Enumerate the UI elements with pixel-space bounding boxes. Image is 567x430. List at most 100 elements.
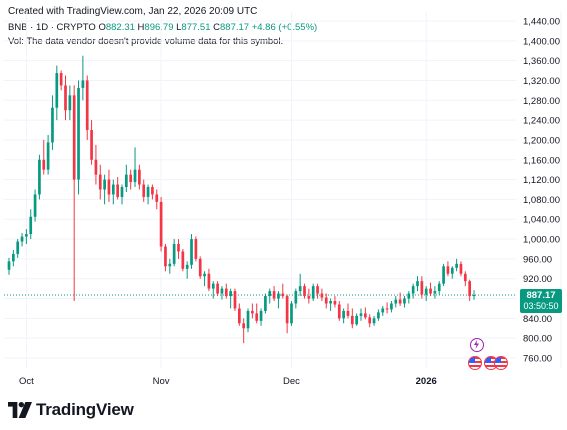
candle-body [190,239,193,265]
candle-body [468,281,472,297]
candle-body [472,294,476,297]
symbol-name[interactable]: BNB · 1D · CRYPTO [8,22,96,33]
candle-body [255,313,259,321]
candle-body [129,174,133,183]
ohlc-open-key: O [98,22,106,33]
bar-countdown: 03:50:50 [523,301,559,311]
candle-body [372,318,376,324]
candle-body [107,179,111,195]
candle-body [364,313,367,318]
candle-body [151,187,154,195]
ohlc-high-key: H [137,22,145,33]
candle-body [203,273,206,277]
candle-body [281,293,285,297]
candle-body [11,253,15,262]
y-tick-label: 960.00 [523,254,552,265]
candle-body [403,298,406,304]
candle-body [90,130,93,160]
candle-body [333,301,337,305]
candle-body [424,288,428,295]
candle-body [133,169,137,183]
lightning-icon[interactable] [470,338,484,352]
us-flag-icon[interactable] [468,356,482,370]
y-tick-label: 760.00 [523,354,552,365]
candle-body [381,308,385,313]
ohlc-change-value: +4.86 (+0.55%) [251,22,318,33]
candle-body [103,179,106,190]
candle-body [307,296,311,299]
candle-body [220,288,224,294]
candle-body [20,236,24,242]
last-price-label: 887.17 03:50:50 [520,289,562,313]
candle-body [450,267,454,274]
y-tick-label: 1,400.00 [523,36,560,47]
candle-body [211,283,215,289]
candle-body [324,297,328,304]
candle-body [459,263,463,274]
candle-body [177,244,180,252]
candle-body [385,308,389,310]
y-tick-label: 840.00 [523,314,552,325]
candle-body [311,286,315,299]
candle-body [398,299,402,304]
candle-body [463,273,467,282]
candle-body [407,293,411,299]
candle-body [116,184,119,197]
candle-body [25,234,28,237]
candle-body [303,286,306,297]
candle-body [142,184,146,197]
y-tick-label: 1,120.00 [523,175,560,186]
us-flag-icon[interactable] [494,356,508,370]
y-tick-label: 1,080.00 [523,195,560,206]
candle-body [77,87,80,180]
candle-body [51,107,54,143]
candle-body [16,241,20,254]
y-tick-label: 1,440.00 [523,17,560,28]
y-tick-label: 800.00 [523,334,552,345]
candle-body [237,308,241,324]
candle-body [420,281,424,295]
candle-body [342,310,345,319]
candle-body [185,264,189,269]
candle-body [316,286,319,294]
candle-body [455,263,458,268]
candle-body [229,291,232,297]
candle-body [433,291,437,294]
y-tick-label: 1,320.00 [523,76,560,87]
candle-body [285,296,289,324]
candle-body [359,313,363,316]
candle-body [155,194,159,202]
y-tick-label: 1,200.00 [523,135,560,146]
candle-body [198,258,202,277]
candle-body [120,187,124,197]
candle-body [411,286,415,294]
candle-body [138,169,141,185]
tradingview-brand[interactable]: TradingView [8,398,134,422]
candle-body [159,201,163,247]
candle-body [55,73,59,108]
candle-body [81,80,85,88]
y-tick-label: 1,360.00 [523,56,560,67]
candle-body [394,299,398,304]
candle-body [446,266,450,274]
y-tick-label: 1,160.00 [523,155,560,166]
candle-body [272,291,276,299]
candle-body [207,273,211,289]
candle-body [46,142,50,170]
candle-body [251,310,254,314]
candle-body [416,281,419,287]
candle-body [146,187,150,197]
ohlc-open-value: 882.31 [105,22,135,33]
brand-name: TradingView [36,400,134,419]
candle-body [216,283,219,294]
candle-body [277,293,280,299]
symbol-legend: BNB · 1D · CRYPTO O882.31 H896.79 L877.5… [8,22,317,33]
candle-body [329,301,332,304]
candle-body [7,261,11,270]
candle-body [233,291,237,309]
candle-body [42,159,46,170]
candle-body [224,288,228,297]
candle-body [429,288,432,294]
ohlc-low-value: 877.51 [181,22,211,33]
